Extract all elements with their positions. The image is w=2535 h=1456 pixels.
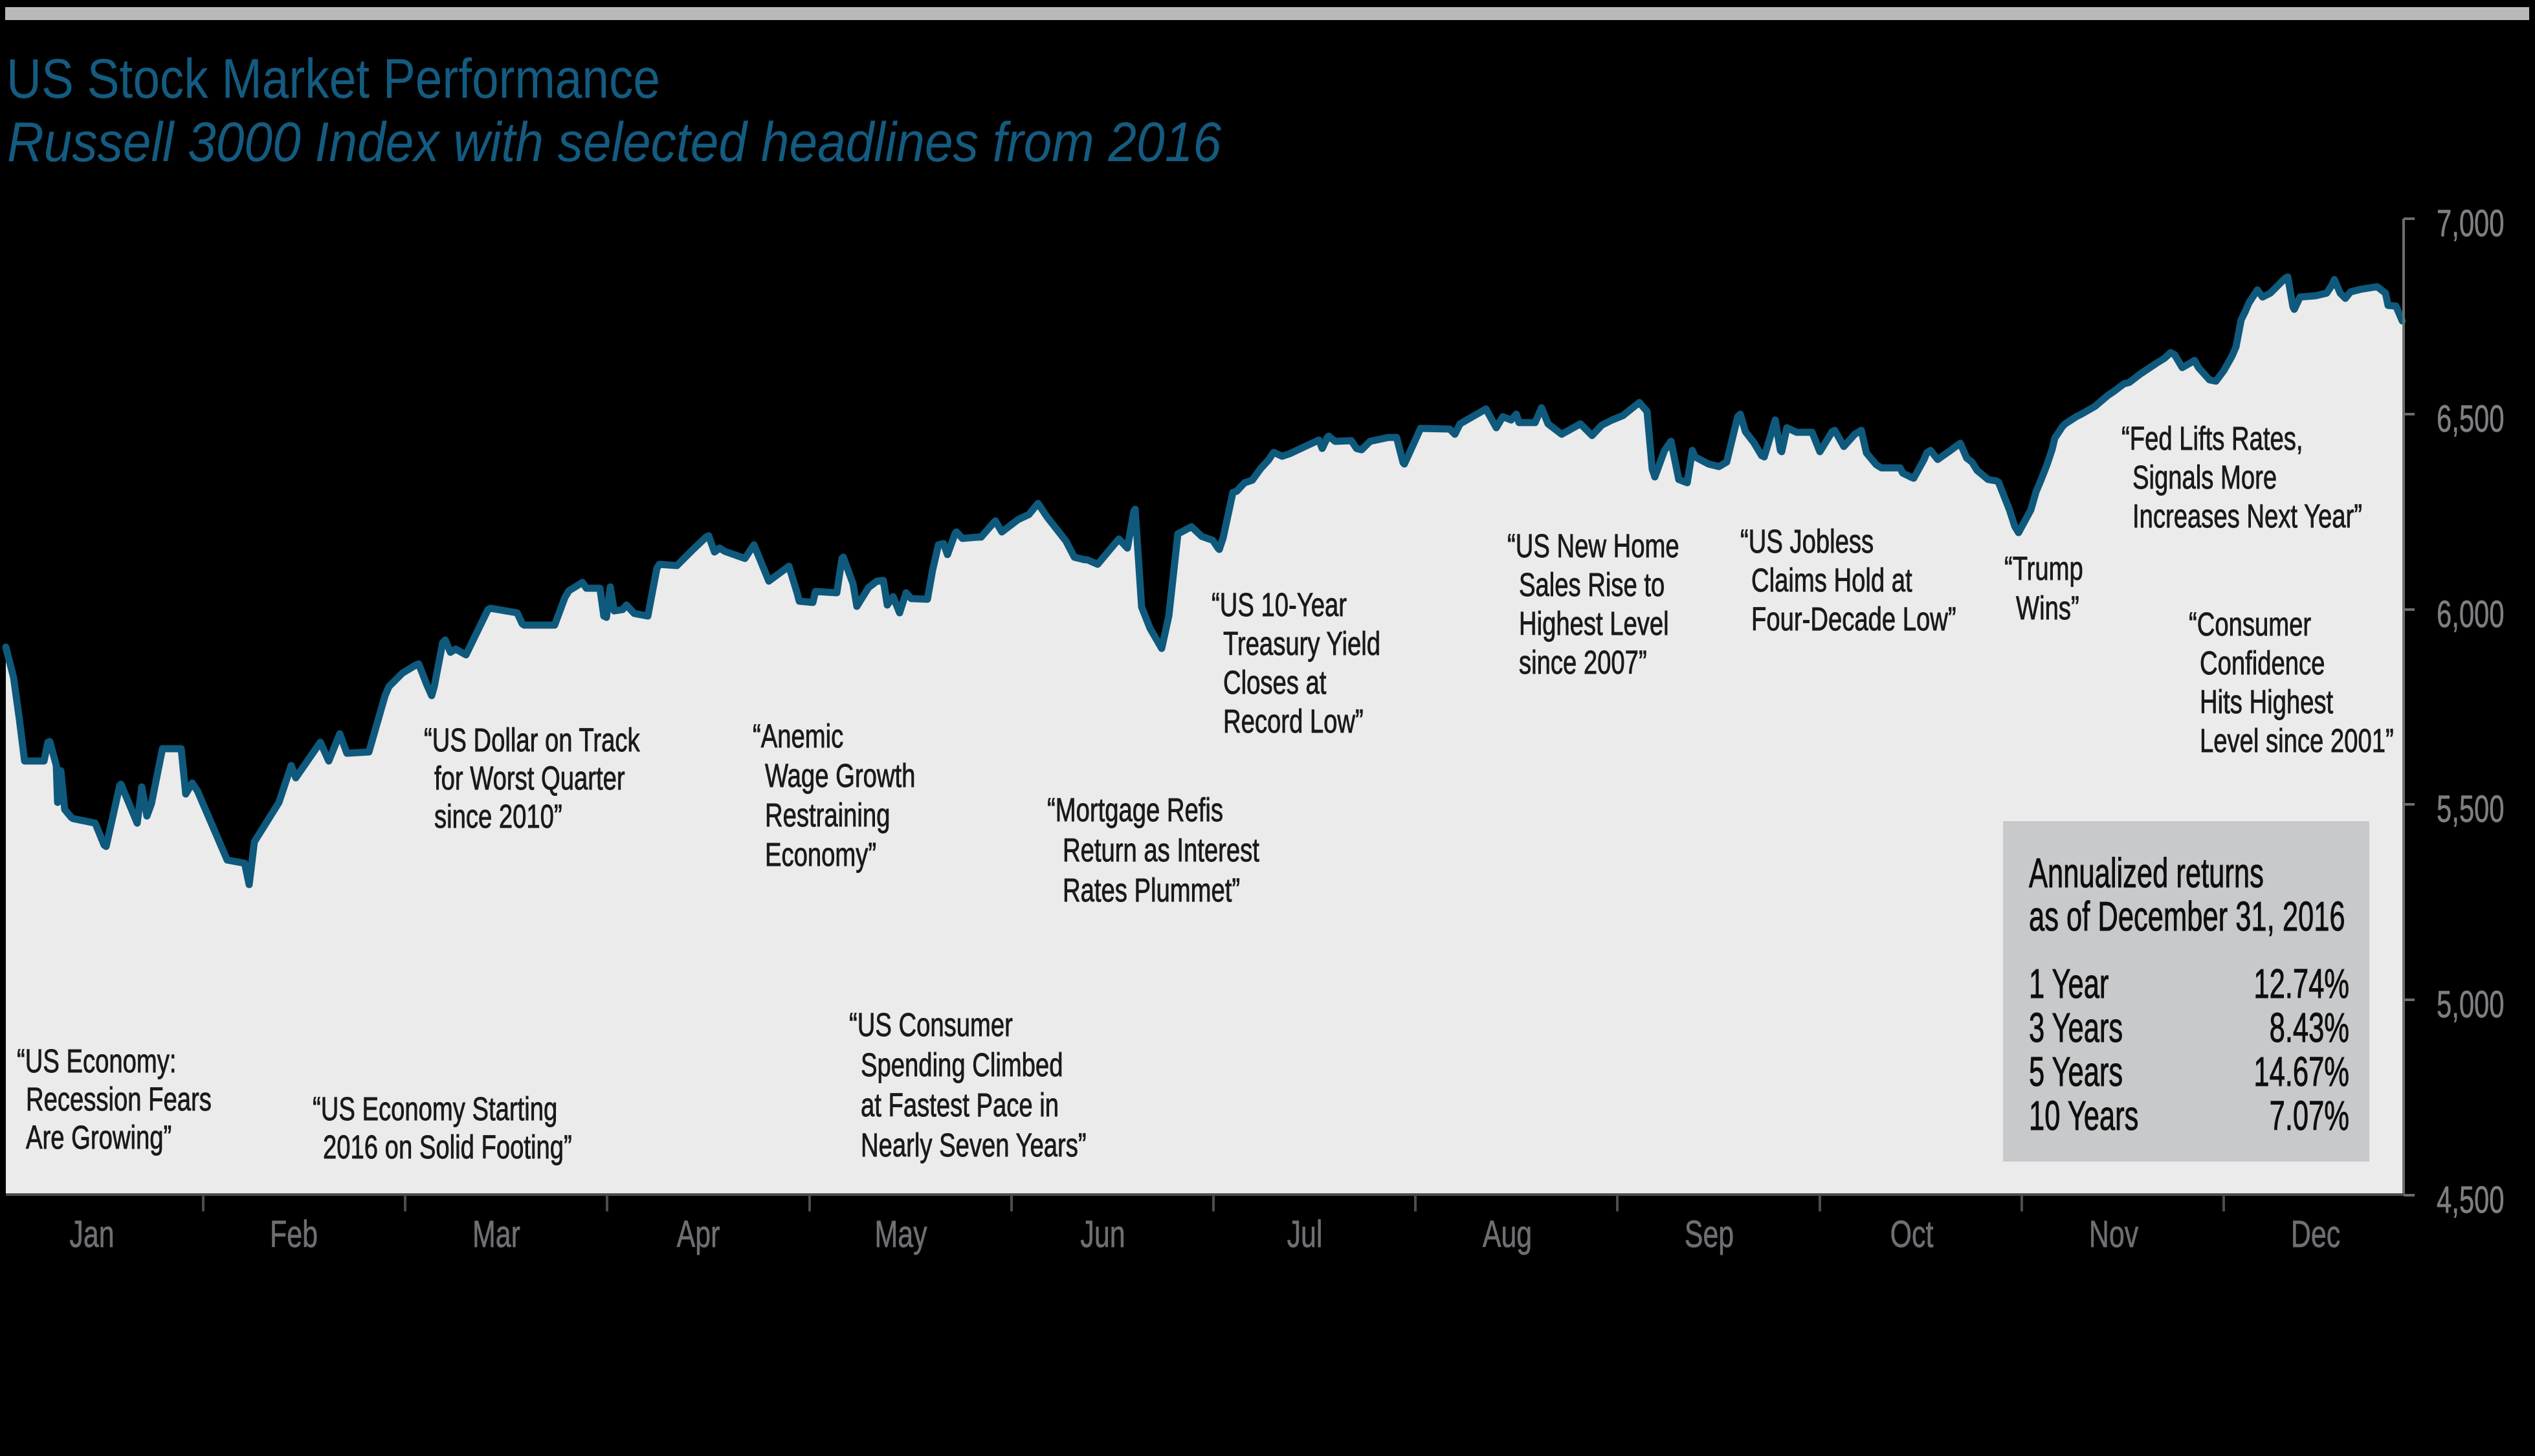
svg-text:Return as Interest: Return as Interest	[1063, 832, 1259, 869]
svg-text:5,000: 5,000	[2437, 983, 2504, 1025]
svg-text:Level since 2001”: Level since 2001”	[2200, 722, 2394, 760]
svg-text:3 Years: 3 Years	[2029, 1004, 2123, 1052]
svg-text:Treasury Yield: Treasury Yield	[1223, 625, 1380, 663]
svg-text:“US Dollar on Track: “US Dollar on Track	[424, 722, 640, 759]
svg-text:6,500: 6,500	[2437, 397, 2504, 439]
svg-text:for Worst Quarter: for Worst Quarter	[434, 760, 625, 797]
svg-text:8.43%: 8.43%	[2270, 1004, 2349, 1052]
svg-text:Four-Decade Low”: Four-Decade Low”	[1751, 601, 1956, 638]
svg-text:since 2007”: since 2007”	[1519, 644, 1647, 681]
svg-text:“Mortgage Refis: “Mortgage Refis	[1047, 791, 1223, 829]
svg-text:“US Economy Starting: “US Economy Starting	[313, 1090, 557, 1128]
svg-text:Wage Growth: Wage Growth	[765, 757, 915, 795]
svg-text:1 Year: 1 Year	[2029, 960, 2109, 1008]
svg-text:Restraining: Restraining	[765, 797, 890, 834]
svg-text:Highest Level: Highest Level	[1519, 605, 1669, 643]
svg-text:Hits Highest: Hits Highest	[2200, 683, 2334, 721]
svg-text:Mar: Mar	[472, 1213, 520, 1255]
svg-text:Aug: Aug	[1483, 1213, 1532, 1255]
svg-text:“Anemic: “Anemic	[753, 718, 843, 755]
svg-text:Rates Plummet”: Rates Plummet”	[1063, 872, 1240, 909]
svg-text:5 Years: 5 Years	[2029, 1048, 2123, 1096]
svg-text:“US Economy:: “US Economy:	[17, 1042, 176, 1080]
svg-text:“US New Home: “US New Home	[1507, 527, 1679, 565]
svg-text:Dec: Dec	[2291, 1213, 2340, 1255]
svg-text:5,500: 5,500	[2437, 788, 2504, 830]
svg-text:2016 on Solid Footing”: 2016 on Solid Footing”	[323, 1129, 572, 1166]
svg-text:“US Jobless: “US Jobless	[1740, 523, 1874, 560]
svg-text:Economy”: Economy”	[765, 836, 876, 874]
svg-text:Recession Fears: Recession Fears	[26, 1081, 212, 1118]
svg-text:Closes at: Closes at	[1223, 664, 1327, 701]
svg-text:Sales Rise to: Sales Rise to	[1519, 566, 1665, 604]
svg-text:14.67%: 14.67%	[2253, 1048, 2349, 1096]
svg-text:Annualized returns: Annualized returns	[2029, 850, 2264, 897]
svg-text:Signals More: Signals More	[2132, 459, 2277, 496]
svg-text:Record Low”: Record Low”	[1223, 703, 1364, 740]
svg-text:Russell 3000 Index with select: Russell 3000 Index with selected headlin…	[7, 111, 1221, 173]
svg-text:at Fastest Pace in: at Fastest Pace in	[861, 1086, 1059, 1124]
svg-text:“US Consumer: “US Consumer	[849, 1006, 1013, 1044]
svg-text:Sep: Sep	[1685, 1213, 1734, 1255]
svg-text:US Stock Market Performance: US Stock Market Performance	[6, 48, 660, 110]
svg-text:Feb: Feb	[270, 1213, 318, 1255]
svg-text:since 2010”: since 2010”	[434, 798, 562, 835]
svg-text:as of December 31, 2016: as of December 31, 2016	[2029, 893, 2345, 940]
svg-text:Oct: Oct	[1890, 1213, 1934, 1255]
svg-text:“US 10-Year: “US 10-Year	[1212, 586, 1347, 624]
svg-text:Apr: Apr	[677, 1213, 720, 1255]
svg-text:Confidence: Confidence	[2200, 645, 2325, 682]
svg-text:Nov: Nov	[2089, 1213, 2139, 1255]
svg-text:Are Growing”: Are Growing”	[26, 1119, 172, 1156]
svg-text:10 Years: 10 Years	[2029, 1092, 2138, 1140]
svg-text:Jan: Jan	[69, 1213, 114, 1255]
svg-text:“Fed Lifts Rates,: “Fed Lifts Rates,	[2121, 420, 2303, 458]
svg-text:Jun: Jun	[1080, 1213, 1125, 1255]
svg-text:12.74%: 12.74%	[2253, 960, 2349, 1008]
svg-text:7.07%: 7.07%	[2270, 1092, 2349, 1140]
svg-text:Spending Climbed: Spending Climbed	[861, 1046, 1063, 1084]
svg-text:Increases Next Year”: Increases Next Year”	[2132, 498, 2362, 535]
svg-text:May: May	[874, 1213, 927, 1255]
svg-text:Claims Hold at: Claims Hold at	[1751, 562, 1912, 599]
svg-text:“Consumer: “Consumer	[2189, 606, 2311, 643]
svg-text:7,000: 7,000	[2437, 202, 2504, 244]
svg-text:6,000: 6,000	[2437, 593, 2504, 635]
svg-text:Wins”: Wins”	[2016, 590, 2079, 627]
svg-text:Jul: Jul	[1287, 1213, 1323, 1255]
svg-text:“Trump: “Trump	[2004, 550, 2083, 588]
svg-text:Nearly Seven Years”: Nearly Seven Years”	[861, 1127, 1087, 1164]
svg-text:4,500: 4,500	[2437, 1178, 2504, 1220]
